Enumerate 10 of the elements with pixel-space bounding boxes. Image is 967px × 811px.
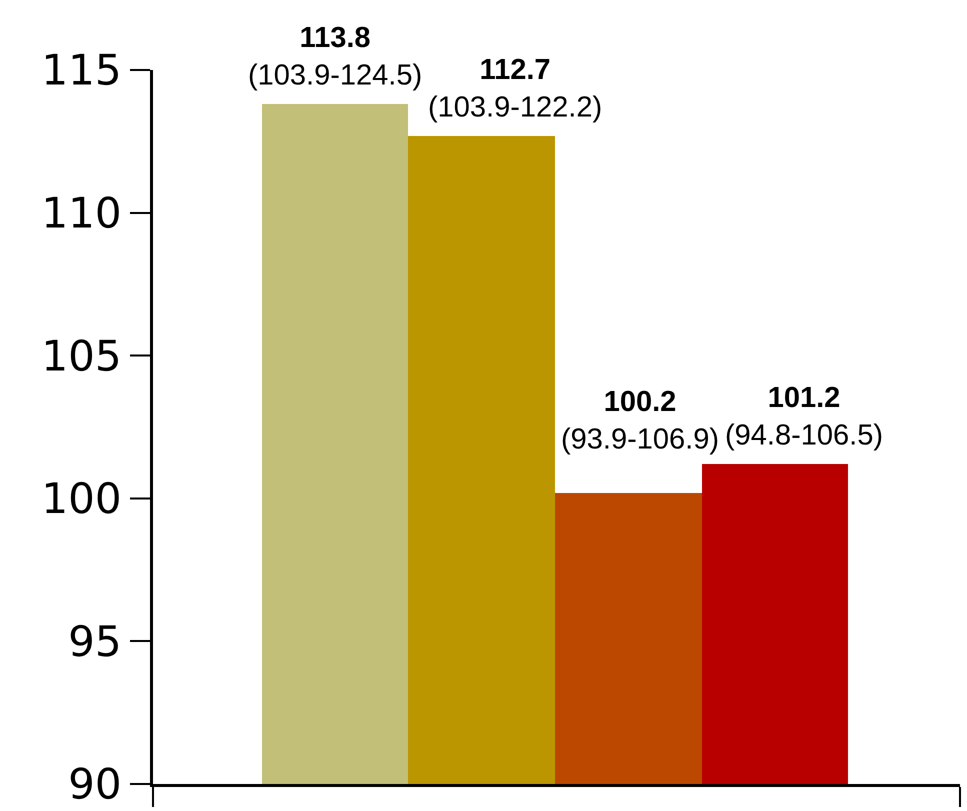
data-label: 113.8 (103.9-124.5) [248, 22, 422, 92]
y-tick-label: 100 [41, 474, 122, 524]
y-tick-label: 95 [68, 616, 122, 666]
y-tick-label: 115 [41, 46, 122, 95]
y-tick-label: 110 [41, 188, 122, 238]
data-label: 100.2 (93.9-106.9) [561, 386, 719, 456]
data-label: 112.7 (103.9-122.2) [428, 54, 602, 124]
y-tick-label: 90 [68, 760, 122, 809]
data-label: 101.2 (94.8-106.5) [725, 382, 883, 452]
y-tick-label: 105 [41, 331, 122, 380]
